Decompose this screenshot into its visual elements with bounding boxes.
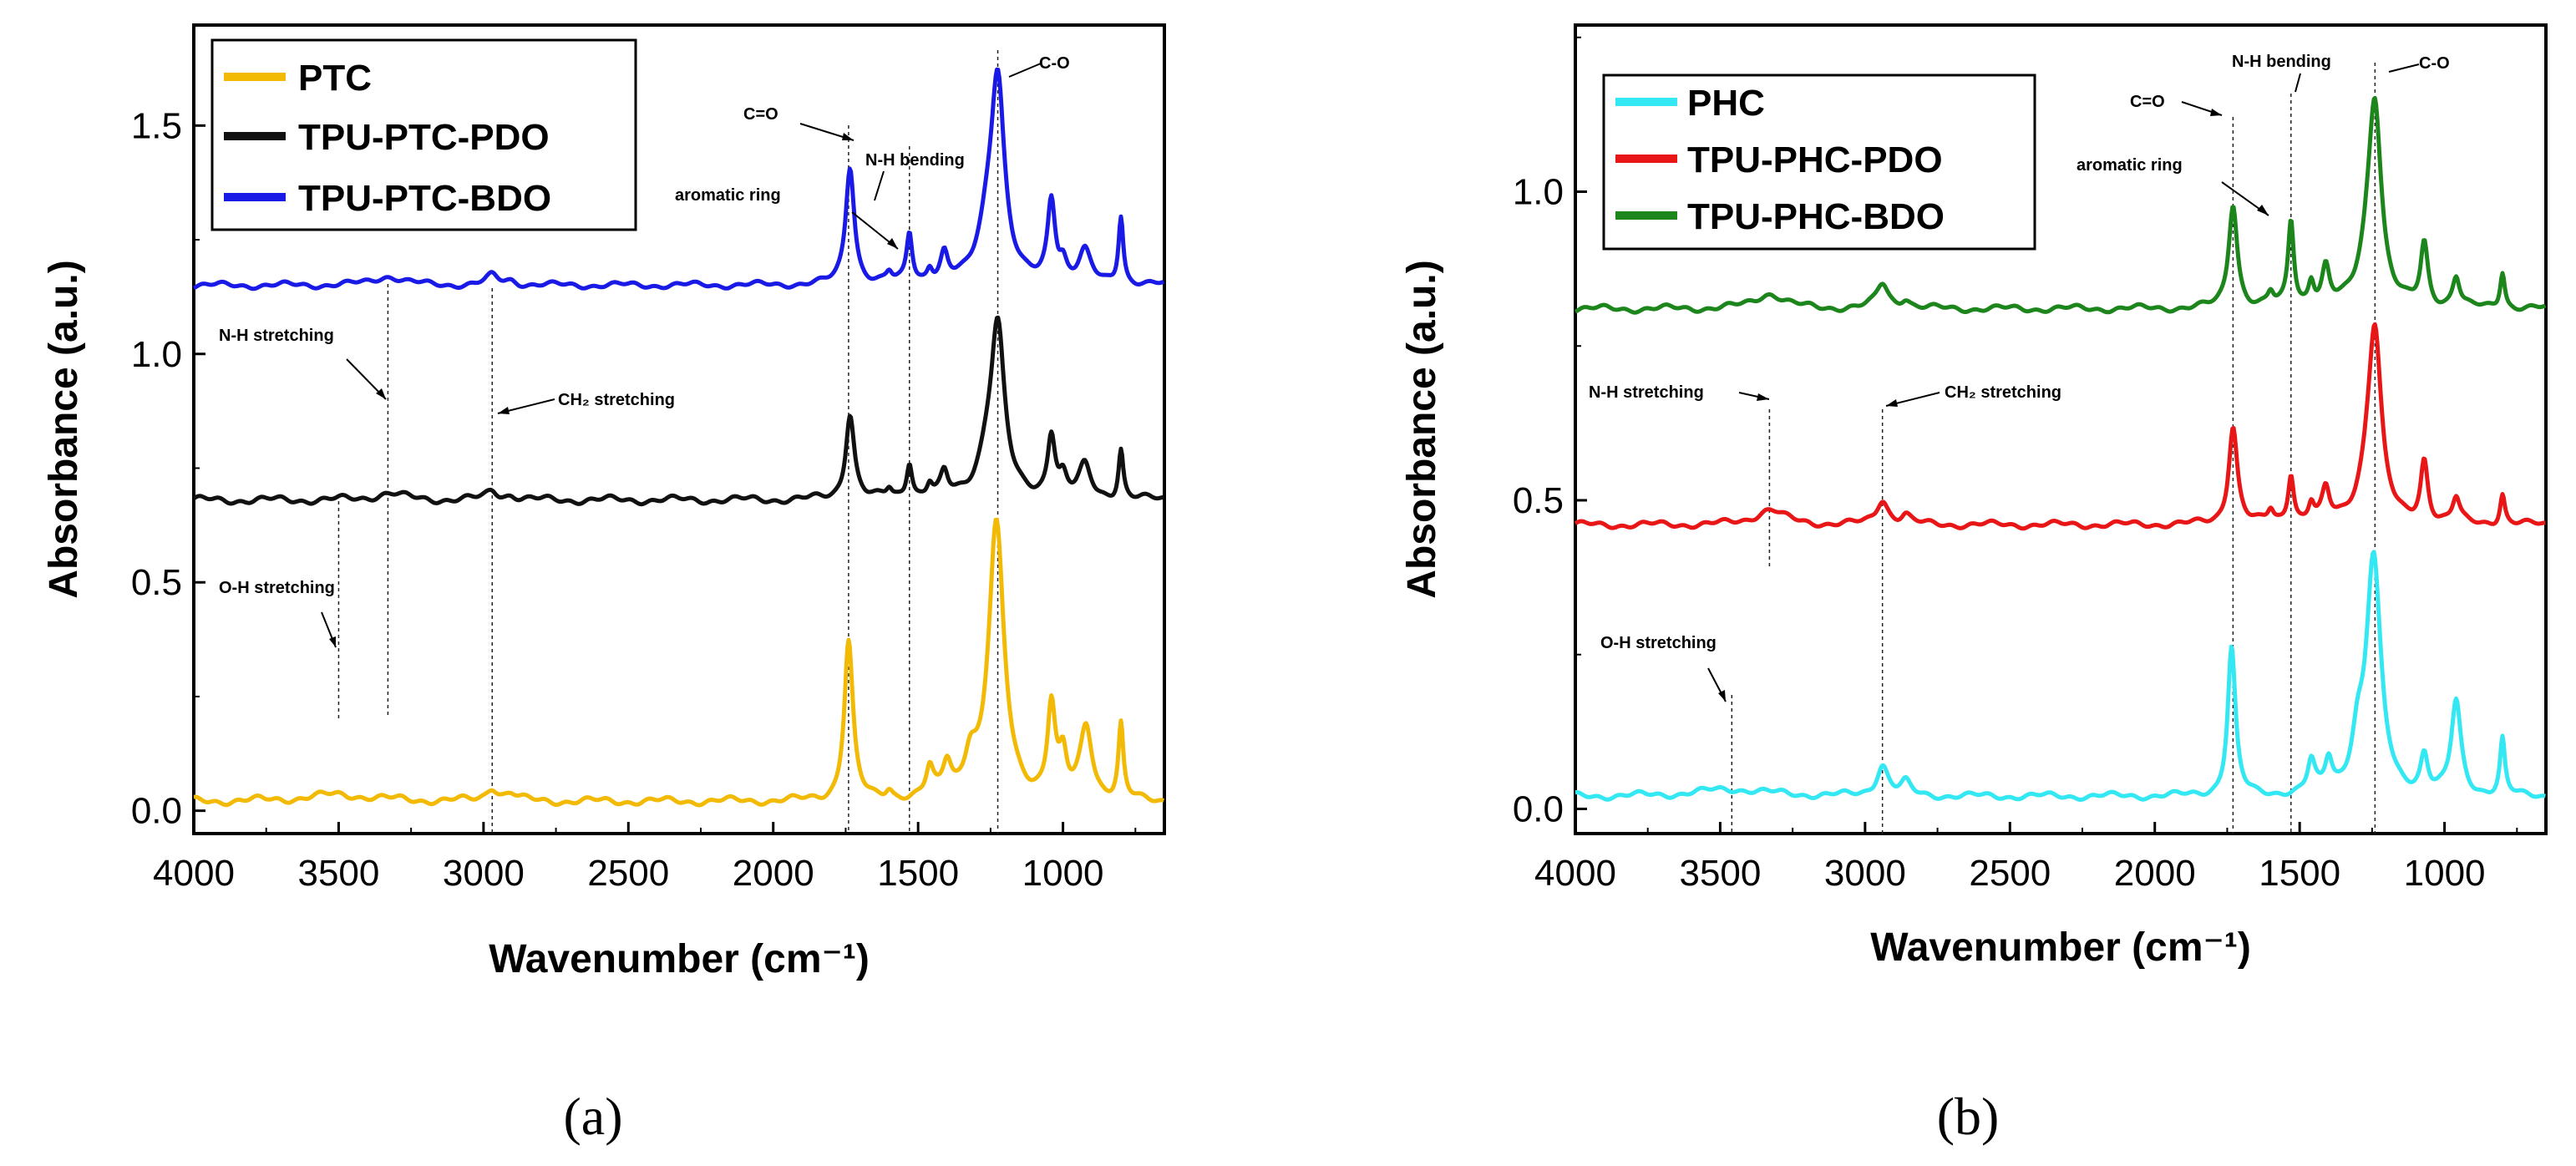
series-layer	[192, 67, 1165, 808]
y-axis-title: Absorbance (a.u.)	[1400, 260, 1444, 598]
y-tick-label: 0.5	[131, 562, 182, 603]
x-axis: 4000 3500 3000 2500 2000 1500 1000	[153, 822, 1137, 894]
legend-label-tpu-ptc-pdo: TPU-PTC-PDO	[298, 117, 550, 158]
arrowhead	[329, 636, 336, 647]
annotation-c-o-double: C=O	[743, 105, 778, 124]
x-tick-label: 4000	[153, 853, 235, 894]
panel-label-b: (b)	[1937, 1087, 2000, 1146]
annotation-arrow	[2295, 73, 2301, 93]
x-tick-label: 1500	[2259, 853, 2340, 894]
x-tick-label: 3500	[297, 853, 379, 894]
x-tick-label: 2500	[587, 853, 669, 894]
annotation-aromatic-ring: aromatic ring	[2077, 156, 2183, 175]
plot-frame	[1574, 23, 2548, 835]
x-tick-label: 3500	[1679, 853, 1761, 894]
panel-b: 4000 3500 3000 2500 2000 1500 1000 0.0 0.5 1.0 W…	[1400, 23, 2548, 1146]
annotation-c-o-single: C-O	[1039, 54, 1070, 73]
panel-label-a: (a)	[563, 1087, 622, 1146]
arrowhead	[2210, 109, 2222, 116]
x-tick-label: 1000	[1022, 853, 1104, 894]
legend-label-tpu-ptc-bdo: TPU-PTC-BDO	[298, 178, 551, 219]
arrowhead	[376, 388, 386, 399]
legend-label-phc: PHC	[1687, 83, 1765, 124]
annotation-nh-bending: N-H bending	[865, 151, 965, 170]
arrowhead	[1757, 393, 1769, 401]
legend: PTC TPU-PTC-PDO TPU-PTC-BDO	[210, 38, 637, 231]
arrowhead	[2257, 205, 2269, 215]
arrowhead	[1718, 690, 1726, 702]
series-layer	[1574, 95, 2547, 802]
arrowhead	[1886, 399, 1898, 407]
annotations: C=O N-H bending aromatic ring C-O N-H st…	[219, 54, 1070, 648]
x-tick-label: 2500	[1969, 853, 2051, 894]
annotations: C=O N-H bending aromatic ring C-O N-H st…	[1589, 53, 2450, 702]
arrowhead	[887, 238, 898, 249]
annotation-arrow	[1008, 63, 1042, 78]
annotation-arrow	[874, 170, 885, 201]
series-line-phc	[1574, 550, 2547, 802]
x-axis-title: Wavenumber (cm⁻¹)	[1870, 925, 2251, 970]
x-tick-label: 3000	[1824, 853, 1906, 894]
annotation-arrow	[2388, 63, 2420, 73]
y-tick-label: 1.0	[1513, 172, 1564, 213]
y-axis: 0.0 0.5 1.0	[1513, 36, 1587, 829]
y-tick-label: 0.0	[1513, 788, 1564, 829]
legend: PHC TPU-PHC-PDO TPU-PHC-BDO	[1602, 74, 2036, 251]
y-tick-label: 0.5	[1513, 480, 1564, 521]
series-line-tpu-ptc-pdo	[192, 315, 1165, 507]
x-tick-label: 4000	[1534, 853, 1616, 894]
annotation-c-o-single: C-O	[2419, 54, 2450, 73]
arrowhead	[842, 133, 854, 140]
plot-frame	[192, 23, 1166, 835]
x-tick-label: 2000	[2114, 853, 2196, 894]
annotation-ch2-stretching: CH₂ stretching	[558, 391, 675, 409]
annotation-aromatic-ring: aromatic ring	[675, 186, 781, 205]
y-axis-title: Absorbance (a.u.)	[42, 260, 86, 598]
x-tick-label: 2000	[733, 853, 814, 894]
guide-lines	[1731, 63, 2376, 834]
series-line-tpu-ptc-bdo	[192, 67, 1165, 292]
x-axis-title: Wavenumber (cm⁻¹)	[489, 937, 870, 981]
x-axis: 4000 3500 3000 2500 2000 1500 1000	[1534, 822, 2518, 894]
series-line-ptc	[192, 517, 1165, 808]
series-line-tpu-phc-pdo	[1574, 322, 2547, 531]
annotation-nh-stretching: N-H stretching	[219, 327, 334, 345]
x-tick-label: 3000	[443, 853, 525, 894]
series-line-tpu-phc-bdo	[1574, 95, 2547, 315]
y-tick-label: 1.5	[131, 105, 182, 146]
guide-lines	[337, 50, 999, 834]
legend-label-ptc: PTC	[298, 58, 372, 99]
annotation-nh-stretching: N-H stretching	[1589, 383, 1704, 402]
y-tick-label: 1.0	[131, 334, 182, 375]
annotation-oh-stretching: O-H stretching	[1600, 634, 1716, 652]
annotation-oh-stretching: O-H stretching	[219, 579, 335, 597]
annotation-ch2-stretching: CH₂ stretching	[1945, 383, 2061, 402]
panel-a: 4000 3500 3000 2500 2000 1500 1000 0.0 0.5 1.0 1.…	[42, 23, 1166, 1146]
x-tick-label: 1500	[877, 853, 959, 894]
annotation-c-o-double: C=O	[2130, 93, 2165, 111]
y-axis: 0.0 0.5 1.0 1.5	[131, 105, 205, 832]
legend-label-tpu-phc-pdo: TPU-PHC-PDO	[1687, 139, 1943, 180]
x-tick-label: 1000	[2404, 853, 2486, 894]
legend-label-tpu-phc-bdo: TPU-PHC-BDO	[1687, 196, 1945, 237]
y-tick-label: 0.0	[131, 791, 182, 832]
arrowhead	[498, 407, 510, 414]
annotation-nh-bending: N-H bending	[2232, 53, 2331, 71]
